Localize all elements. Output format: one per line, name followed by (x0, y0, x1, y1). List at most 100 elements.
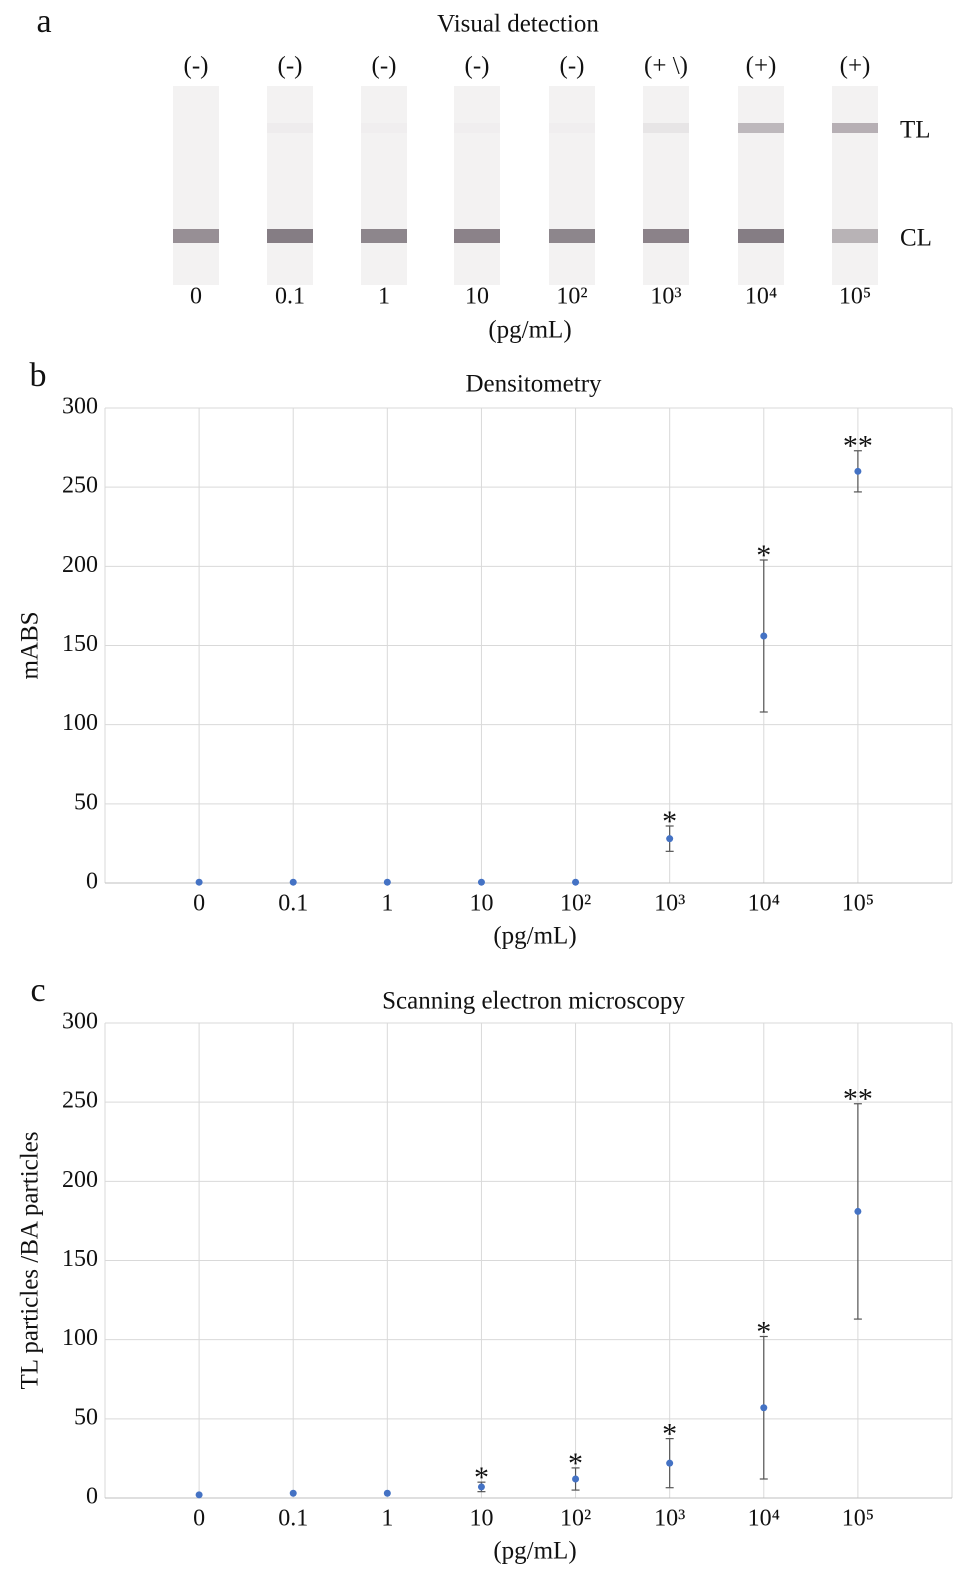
y-tick-label: 0 (86, 1484, 98, 1510)
test-strip (361, 86, 407, 285)
line-label: CL (900, 225, 932, 252)
test-line-band (738, 123, 784, 133)
significance-label: ** (843, 1083, 873, 1116)
control-line-band (361, 229, 407, 243)
x-tick-label: 0.1 (278, 891, 308, 917)
control-line-band (173, 229, 219, 243)
y-tick-label: 150 (62, 631, 98, 657)
concentration-label: 0.1 (275, 284, 305, 310)
result-label: (+) (840, 53, 871, 80)
y-tick-label: 100 (62, 710, 98, 736)
test-line-band (267, 123, 313, 133)
x-tick-label: 10³ (654, 1506, 685, 1532)
data-point (289, 878, 297, 886)
data-point (854, 1207, 862, 1215)
data-point (760, 632, 768, 640)
control-line-band (643, 229, 689, 243)
y-axis-label: TL particles /BA particles (17, 1131, 44, 1389)
chart-title: Densitometry (465, 371, 602, 398)
data-point (666, 1459, 674, 1467)
x-axis-label: (pg/mL) (493, 1538, 576, 1565)
y-tick-label: 100 (62, 1325, 98, 1351)
result-label: (-) (465, 53, 490, 80)
x-tick-label: 10 (469, 1506, 493, 1532)
data-point (854, 467, 862, 475)
data-point (289, 1489, 297, 1497)
x-tick-label: 0 (193, 1506, 205, 1532)
data-point (572, 878, 580, 886)
concentration-label: 0 (190, 284, 202, 310)
concentration-label: 10 (465, 284, 489, 310)
significance-label: * (662, 1418, 677, 1451)
test-strip (549, 86, 595, 285)
significance-label: ** (843, 430, 873, 463)
x-tick-label: 1 (381, 891, 393, 917)
result-label: (+) (746, 53, 777, 80)
control-line-band (832, 229, 878, 243)
control-line-band (738, 229, 784, 243)
test-line-band (643, 123, 689, 133)
y-tick-label: 200 (62, 552, 98, 578)
y-tick-label: 250 (62, 1088, 98, 1114)
test-line-band (454, 123, 500, 133)
significance-label: * (756, 1315, 771, 1348)
significance-label: * (662, 805, 677, 838)
y-tick-label: 200 (62, 1167, 98, 1193)
y-tick-label: 300 (62, 1009, 98, 1035)
y-tick-label: 50 (74, 789, 98, 815)
result-label: (-) (560, 53, 585, 80)
x-tick-label: 10⁴ (748, 891, 780, 917)
result-label: (-) (372, 53, 397, 80)
y-tick-label: 0 (86, 869, 98, 895)
y-tick-label: 50 (74, 1404, 98, 1430)
concentration-label: 10³ (650, 284, 681, 310)
data-point (477, 878, 485, 886)
panel-title: Visual detection (437, 11, 599, 38)
data-point (477, 1483, 485, 1491)
data-point (383, 878, 391, 886)
control-line-band (267, 229, 313, 243)
control-line-band (549, 229, 595, 243)
result-label: (-) (278, 53, 303, 80)
x-tick-label: 10³ (654, 891, 685, 917)
test-strip (643, 86, 689, 285)
panel-label: a (36, 3, 51, 40)
x-tick-label: 10 (469, 891, 493, 917)
y-axis-label: mABS (17, 611, 44, 679)
x-axis-label: (pg/mL) (493, 923, 576, 950)
x-tick-label: 1 (381, 1506, 393, 1532)
data-point (572, 1475, 580, 1483)
concentration-label: 1 (378, 284, 390, 310)
test-strip (738, 86, 784, 285)
result-label: (-) (184, 53, 209, 80)
test-strip (454, 86, 500, 285)
data-point (760, 1404, 768, 1412)
significance-label: * (568, 1447, 583, 1480)
data-point (666, 835, 674, 843)
control-line-band (454, 229, 500, 243)
x-tick-label: 10⁴ (748, 1506, 780, 1532)
test-strip (267, 86, 313, 285)
chart-title: Scanning electron microscopy (382, 988, 685, 1015)
unit-label: (pg/mL) (488, 317, 571, 344)
line-label: TL (900, 117, 931, 144)
test-strip (832, 86, 878, 285)
data-point (195, 878, 203, 886)
y-tick-label: 300 (62, 394, 98, 420)
test-line-band (549, 123, 595, 133)
significance-label: * (756, 539, 771, 572)
test-strip (173, 86, 219, 285)
concentration-label: 10⁴ (745, 284, 777, 310)
test-line-band (832, 123, 878, 133)
test-line-band (361, 123, 407, 133)
x-tick-label: 10⁵ (842, 891, 874, 917)
concentration-label: 10² (556, 284, 587, 310)
concentration-label: 10⁵ (839, 284, 871, 310)
x-tick-label: 0.1 (278, 1506, 308, 1532)
result-label: (+ \) (644, 53, 688, 80)
x-tick-label: 10² (560, 1506, 591, 1532)
panel-label: c (30, 972, 45, 1009)
data-point (195, 1491, 203, 1499)
x-tick-label: 0 (193, 891, 205, 917)
